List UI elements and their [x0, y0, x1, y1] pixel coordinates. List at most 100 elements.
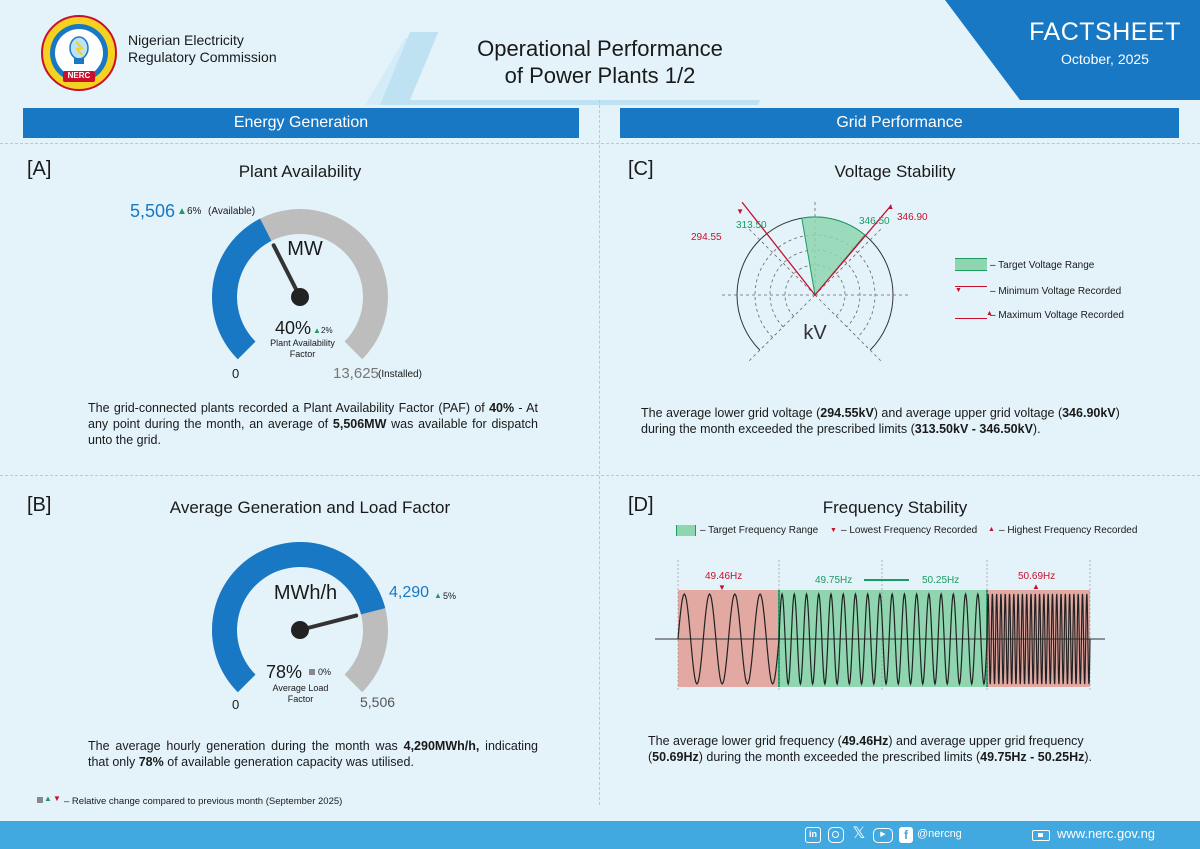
generation-gauge-min: 0	[232, 697, 240, 712]
generation-paragraph: The average hourly generation during the…	[88, 738, 538, 770]
para-c-bold-1: 294.55kV	[820, 406, 874, 420]
paf-change: 2%	[321, 326, 333, 335]
para-b-bold-1: 4,290MWh/h,	[403, 739, 480, 753]
load-factor-label-line2: Factor	[287, 694, 314, 704]
note-down-icon: ▼	[53, 794, 61, 803]
para-b-text-1: The average hourly generation during the…	[88, 739, 404, 753]
voltage-stability-title: Voltage Stability	[834, 162, 956, 181]
voltage-max-recorded: 346.90	[897, 212, 928, 223]
svg-text:▼: ▼	[718, 583, 726, 592]
plant-availability-paragraph: The grid-connected plants recorded a Pla…	[88, 400, 538, 448]
x-icon[interactable]: 𝕏	[852, 825, 866, 842]
generation-gauge-max: 5,506	[360, 694, 396, 710]
available-value: 5,506	[130, 201, 176, 221]
legend-max-voltage-line	[955, 318, 987, 319]
legend-min-voltage: – Minimum Voltage Recorded	[990, 286, 1122, 297]
voltage-target-low: 313.50	[736, 220, 767, 231]
legend-target-voltage: – Target Voltage Range	[990, 260, 1095, 271]
footer-bar	[0, 821, 1200, 849]
para-a-text-1: The grid-connected plants recorded a Pla…	[88, 401, 490, 415]
para-d-text-3: ) during the month exceeded the prescrib…	[698, 750, 981, 764]
plant-unit-label: MW	[287, 238, 323, 260]
legend-min-voltage-line	[955, 286, 987, 287]
org-name: Nigerian Electricity Regulatory Commissi…	[128, 32, 277, 66]
voltage-gauge: ▼ ▲	[720, 200, 910, 363]
para-a-text-3: was available for dispatch unto the grid…	[88, 417, 538, 447]
para-c-bold-2: 346.90kV	[1062, 406, 1116, 420]
linkedin-icon[interactable]: in	[805, 827, 821, 843]
para-c-text-3: ) during the month exceeded the prescrib…	[641, 406, 1120, 436]
section-b-letter: [B]	[27, 494, 52, 516]
frequency-paragraph: The average lower grid frequency (49.46H…	[648, 733, 1118, 765]
load-factor-label-line1: Average Load	[272, 683, 329, 693]
para-a-text-2: - At any point during the month, an aver…	[88, 401, 538, 431]
legend-high-frequency: – Highest Frequency Recorded	[999, 525, 1138, 536]
generation-unit-label: MWh/h	[273, 582, 338, 604]
divider-horizontal-middle	[0, 475, 1200, 476]
grid-performance-heading: Grid Performance	[620, 108, 1179, 138]
load-factor-change: 0%	[318, 667, 332, 677]
plant-availability-title: Plant Availability	[238, 162, 362, 181]
frequency-high-recorded: 50.69Hz	[1018, 571, 1056, 582]
load-factor-gauge	[212, 542, 388, 693]
paf-label-line1: Plant Availability	[270, 338, 335, 348]
para-b-text-3: of available generation capacity was uti…	[163, 755, 414, 769]
para-d-text-1: The average lower grid frequency (	[648, 734, 842, 748]
plant-gauge-min: 0	[232, 366, 240, 381]
legend-target-voltage-swatch	[955, 258, 987, 271]
legend-target-frequency: – Target Frequency Range	[700, 525, 819, 536]
svg-text:▲: ▲	[886, 202, 894, 211]
para-a-bold-2: 5,506MW	[332, 417, 387, 431]
generation-change: 5%	[443, 591, 457, 601]
energy-generation-heading: Energy Generation	[23, 108, 579, 138]
load-factor-nochange-icon	[309, 669, 315, 675]
instagram-icon[interactable]	[828, 827, 844, 843]
factsheet-badge: FACTSHEET October, 2025	[1020, 18, 1190, 67]
page-title-line2: of Power Plants 1/2	[504, 63, 696, 88]
para-c-text-1: The average lower grid voltage (	[641, 406, 821, 420]
load-factor-value: 78%	[266, 662, 303, 682]
legend-max-voltage-icon: ▲	[986, 310, 993, 317]
frequency-low-recorded: 49.46Hz	[705, 571, 743, 582]
paf-value: 40%	[275, 318, 312, 338]
paf-label: Plant Availability Factor	[255, 338, 350, 360]
note-nochange-icon	[37, 797, 43, 803]
header-background	[365, 0, 1200, 105]
logo-text: NERC	[67, 71, 91, 80]
para-d-text-4: ).	[1084, 750, 1092, 764]
para-d-bold-1: 49.46Hz	[841, 734, 889, 748]
divider-horizontal-top	[0, 143, 1200, 144]
para-d-bold-2: 50.69Hz	[652, 750, 699, 764]
section-c-letter: [C]	[628, 158, 654, 180]
available-change-up-icon: ▲	[177, 206, 187, 217]
svg-text:▲: ▲	[1032, 582, 1040, 591]
legend-low-frequency: – Lowest Frequency Recorded	[841, 525, 978, 536]
generation-value: 4,290	[389, 584, 430, 601]
para-d-text-2: ) and average upper grid frequency (	[648, 734, 1084, 764]
youtube-icon[interactable]: ▶	[873, 828, 893, 843]
section-a-letter: [A]	[27, 158, 52, 180]
frequency-wave-chart: ▼ ▲	[655, 560, 1105, 690]
voltage-paragraph: The average lower grid voltage (294.55kV…	[641, 405, 1141, 437]
plant-availability-gauge	[212, 209, 388, 360]
generation-title: Average Generation and Load Factor	[169, 498, 451, 517]
voltage-unit-label: kV	[803, 322, 827, 344]
para-d-bold-3: 49.75Hz - 50.25Hz	[980, 750, 1085, 764]
voltage-min-recorded: 294.55	[691, 232, 722, 243]
frequency-stability-title: Frequency Stability	[822, 498, 968, 517]
para-b-text-2: indicating that only	[88, 739, 538, 769]
legend-min-voltage-icon: ▼	[955, 287, 962, 294]
nerc-logo	[41, 15, 117, 91]
website-link[interactable]: www.nerc.gov.ng	[1057, 826, 1156, 841]
available-label: (Available)	[208, 206, 256, 217]
para-c-bold-3: 313.50kV - 346.50kV	[914, 422, 1033, 436]
legend-target-frequency-swatch	[676, 525, 696, 536]
badge-date: October, 2025	[1061, 51, 1149, 67]
legend-low-frequency-icon: ▼	[830, 527, 837, 534]
social-handle[interactable]: @nercng	[917, 828, 962, 840]
load-factor-label: Average Load Factor	[253, 683, 348, 705]
facebook-icon[interactable]: f	[899, 827, 913, 843]
legend-max-voltage: – Maximum Voltage Recorded	[990, 310, 1124, 321]
legend-high-frequency-icon: ▲	[988, 526, 995, 533]
